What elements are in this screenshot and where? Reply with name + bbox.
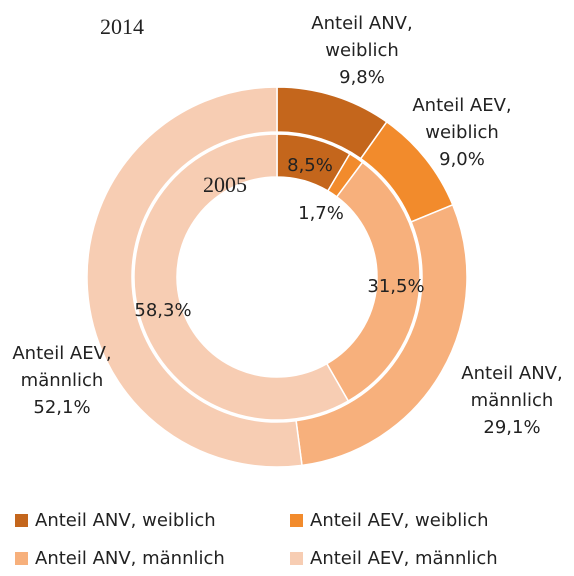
inner-label: 58,3% bbox=[134, 300, 192, 321]
outer-ring-title: 2014 bbox=[100, 14, 144, 39]
legend-label: Anteil AEV, weiblich bbox=[310, 510, 489, 531]
legend-item: Anteil ANV, weiblich bbox=[15, 510, 216, 531]
legend-item: Anteil ANV, männlich bbox=[15, 548, 225, 569]
legend-label: Anteil ANV, weiblich bbox=[35, 510, 216, 531]
inner-label: 8,5% bbox=[287, 155, 333, 176]
inner-label: 31,5% bbox=[367, 276, 425, 297]
outer-label: Anteil ANV, weiblich 9,8% bbox=[292, 10, 432, 91]
inner-label: 1,7% bbox=[298, 203, 344, 224]
outer-label-name: Anteil ANV, männlich bbox=[461, 363, 563, 411]
legend-label: Anteil ANV, männlich bbox=[35, 548, 225, 569]
legend-swatch bbox=[290, 552, 303, 565]
legend-swatch bbox=[15, 514, 28, 527]
outer-label-name: Anteil AEV, männlich bbox=[12, 343, 112, 391]
legend-swatch bbox=[290, 514, 303, 527]
outer-label-name: Anteil ANV, weiblich bbox=[311, 13, 413, 61]
outer-label-value: 9,8% bbox=[339, 67, 385, 88]
outer-label-value: 29,1% bbox=[483, 417, 541, 438]
outer-label: Anteil AEV, weiblich 9,0% bbox=[392, 92, 532, 173]
legend-item: Anteil AEV, weiblich bbox=[290, 510, 489, 531]
donut-segment bbox=[133, 133, 350, 421]
inner-ring-title: 2005 bbox=[203, 172, 247, 197]
donut-segment bbox=[325, 161, 421, 403]
outer-label: Anteil ANV, männlich 29,1% bbox=[442, 360, 574, 441]
outer-label-name: Anteil AEV, weiblich bbox=[412, 95, 512, 143]
legend-label: Anteil AEV, männlich bbox=[310, 548, 498, 569]
legend-swatch bbox=[15, 552, 28, 565]
outer-label-value: 9,0% bbox=[439, 149, 485, 170]
outer-label-value: 52,1% bbox=[33, 397, 91, 418]
legend-item: Anteil AEV, männlich bbox=[290, 548, 498, 569]
donut-segment bbox=[86, 86, 303, 468]
outer-label: Anteil AEV, männlich 52,1% bbox=[0, 340, 132, 421]
